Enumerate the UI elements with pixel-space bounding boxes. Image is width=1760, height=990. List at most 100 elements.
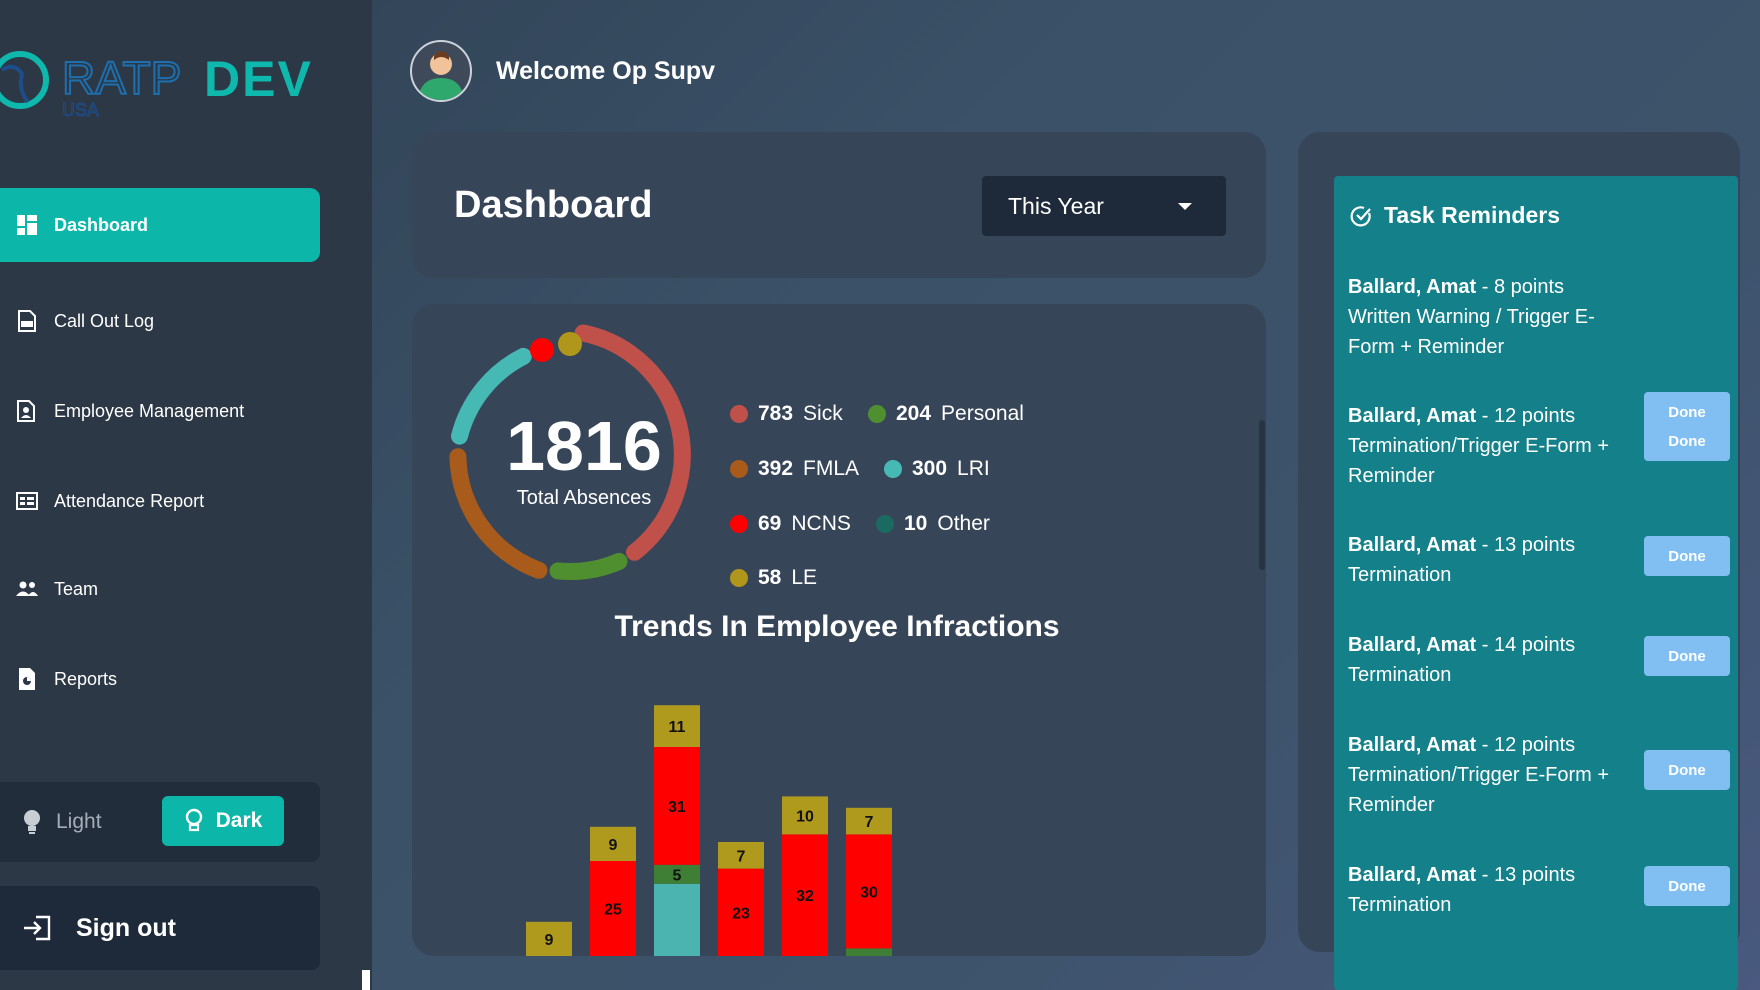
task-employee-name: Ballard, Amat	[1348, 734, 1477, 756]
bar-value-label: 31	[668, 799, 686, 816]
file-icon	[14, 666, 40, 692]
trends-bar-chart: 9 25 9 5 31 11 23 7 32 10 30 7	[526, 705, 892, 956]
task-employee-name: Ballard, Amat	[1348, 405, 1477, 427]
donut-segment-ncns	[530, 338, 554, 362]
task-reminders-panel: Task Reminders Ballard, Amat - 8 points …	[1334, 176, 1738, 990]
bar-segment	[654, 883, 700, 956]
sign-out-button[interactable]: Sign out	[0, 886, 320, 970]
legend-dot	[730, 569, 748, 587]
sidebar-item-attendance-report[interactable]: Attendance Report	[0, 464, 320, 538]
task-text: Ballard, Amat - 14 points Termination	[1348, 630, 1610, 690]
task-reminders-title: Task Reminders	[1384, 202, 1560, 228]
dashboard-title-card: Dashboard This Year	[412, 132, 1266, 278]
caret-down-icon	[1178, 202, 1192, 210]
sign-out-label: Sign out	[76, 913, 176, 942]
legend-item-personal: 204 Personal	[868, 402, 1024, 426]
theme-toggle: Light Dark	[0, 782, 320, 862]
theme-light-label: Light	[56, 810, 102, 833]
team-icon	[14, 576, 40, 602]
legend-dot	[868, 405, 886, 423]
bar-segment	[782, 834, 828, 956]
donut-segment-personal	[549, 552, 628, 580]
lightbulb-icon	[22, 809, 42, 835]
legend-dot	[730, 515, 748, 533]
legend-label: Personal	[941, 402, 1024, 425]
bar-value-label: 23	[732, 905, 750, 922]
bar-value-label: 32	[796, 888, 814, 905]
legend-value: 204	[896, 402, 932, 425]
done-button[interactable]: Done	[1644, 636, 1730, 676]
total-absences-value: 1816	[506, 407, 662, 485]
avatar[interactable]	[410, 40, 472, 102]
sidebar-item-label: Employee Management	[54, 400, 245, 421]
task-description: - 8 points Written Warning / Trigger E-F…	[1348, 276, 1595, 358]
legend-label: NCNS	[791, 512, 851, 535]
bar-segment	[846, 948, 892, 956]
legend-item-fmla: 392 FMLA	[730, 457, 859, 481]
done-button[interactable]: Done	[1644, 866, 1730, 906]
task-description: - 13 points Termination	[1348, 864, 1576, 916]
done-button[interactable]: Done	[1644, 421, 1730, 461]
bar-value-label: 7	[865, 814, 874, 831]
sidebar-item-team[interactable]: Team	[0, 552, 320, 626]
legend-value: 392	[758, 457, 794, 480]
done-button[interactable]: Done	[1644, 750, 1730, 790]
task-reminders-header: Task Reminders	[1350, 202, 1560, 229]
task-employee-name: Ballard, Amat	[1348, 534, 1477, 556]
sidebar-item-label: Dashboard	[54, 214, 149, 235]
sidebar-item-employee-management[interactable]: Employee Management	[0, 374, 320, 448]
logo-sub-text: USA	[62, 100, 99, 120]
period-select-value: This Year	[1008, 192, 1104, 219]
chart-title: Trends In Employee Infractions	[614, 610, 1060, 643]
sidebar-item-label: Team	[54, 578, 99, 599]
absences-donut: 1816 Total Absences	[449, 324, 691, 580]
task-employee-name: Ballard, Amat	[1348, 634, 1477, 656]
donut-segment-le	[558, 332, 582, 356]
sidebar-item-reports[interactable]: Reports	[0, 642, 320, 716]
task-description: - 13 points Termination	[1348, 534, 1576, 586]
bar-segment	[654, 864, 700, 884]
legend-value: 300	[912, 457, 948, 480]
stats-scrollbar[interactable]	[1259, 420, 1265, 570]
bar-segment	[654, 747, 700, 865]
legend-dot	[884, 460, 902, 478]
done-button[interactable]: Done	[1644, 536, 1730, 576]
sidebar: RATP DEV USA Dashboard Call Out Log Empl…	[0, 0, 372, 990]
legend-label: Sick	[803, 402, 843, 425]
legend-item-lri: 300 LRI	[884, 457, 990, 481]
legend-item-other: 10 Other	[876, 512, 990, 536]
bar-value-label: 30	[860, 884, 878, 901]
logo-primary-text: RATP	[62, 52, 181, 104]
task-description: - 12 points Termination/Trigger E-Form +…	[1348, 734, 1609, 816]
period-select[interactable]: This Year	[982, 176, 1226, 236]
theme-light-button[interactable]: Light	[22, 804, 102, 840]
sidebar-item-label: Attendance Report	[54, 490, 205, 511]
bar-segment	[590, 861, 636, 956]
bar-segment	[846, 834, 892, 949]
logo-graphic: RATP DEV USA	[0, 51, 313, 121]
sidebar-item-dashboard[interactable]: Dashboard	[0, 188, 320, 262]
user-avatar-icon	[418, 51, 464, 100]
legend-item-ncns: 69 NCNS	[730, 512, 851, 536]
sidebar-item-call-out-log[interactable]: Call Out Log	[0, 284, 320, 358]
page-header: Welcome Op Supv	[410, 40, 715, 102]
bar-segment	[590, 826, 636, 861]
stats-card: 1816 Total Absences 783 Sick 204 Persona…	[412, 304, 1266, 956]
bar-value-label: 9	[609, 837, 618, 854]
dashboard-icon	[14, 212, 40, 238]
lightbulb-outline-icon	[184, 808, 204, 834]
report-icon	[14, 488, 40, 514]
logo-secondary-text: DEV	[204, 51, 313, 107]
ratp-dev-logo: RATP DEV USA	[0, 40, 340, 130]
scroll-indicator	[362, 970, 370, 990]
legend-label: LRI	[957, 457, 990, 480]
legend-value: 783	[758, 402, 794, 425]
theme-dark-button[interactable]: Dark	[162, 796, 284, 846]
bar-value-label: 25	[604, 902, 622, 919]
bar-value-label: 11	[669, 719, 686, 736]
task-employee-name: Ballard, Amat	[1348, 864, 1477, 886]
sign-out-icon	[22, 915, 52, 941]
legend-item-sick: 783 Sick	[730, 402, 843, 426]
donut-segment-fmla	[449, 448, 548, 579]
legend-value: 69	[758, 512, 782, 535]
